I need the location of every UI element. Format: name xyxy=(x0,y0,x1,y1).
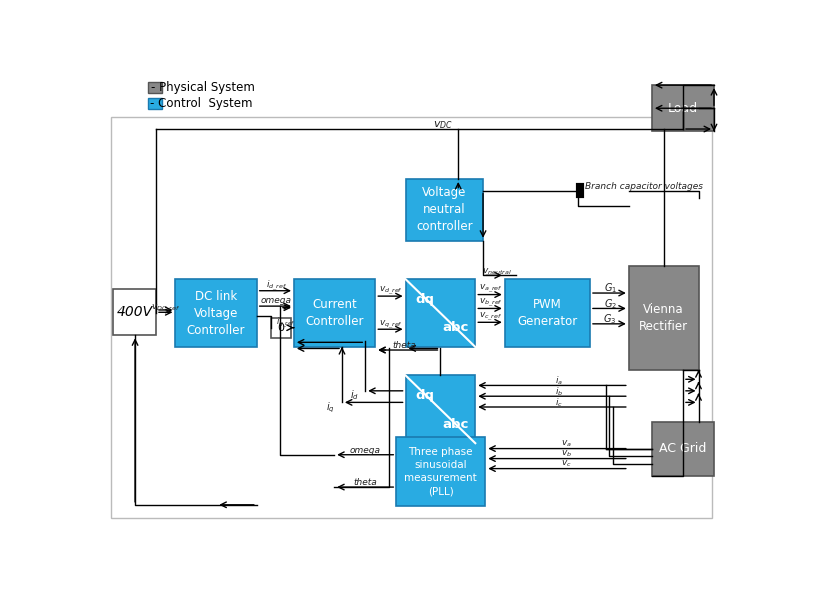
FancyBboxPatch shape xyxy=(148,98,162,109)
Text: $v_b$: $v_b$ xyxy=(561,448,572,459)
Text: $v_{neutral}$: $v_{neutral}$ xyxy=(482,266,512,277)
Text: theta: theta xyxy=(353,478,377,487)
Text: $i_q$: $i_q$ xyxy=(326,400,335,415)
Text: $G_1$: $G_1$ xyxy=(603,282,617,295)
FancyBboxPatch shape xyxy=(405,375,475,443)
Text: Voltage
neutral
controller: Voltage neutral controller xyxy=(416,187,473,233)
Text: Branch capacitor voltages: Branch capacitor voltages xyxy=(585,182,703,191)
Text: $v_c$: $v_c$ xyxy=(562,459,572,469)
Text: $v_a$: $v_a$ xyxy=(562,439,572,449)
FancyBboxPatch shape xyxy=(175,279,256,347)
FancyBboxPatch shape xyxy=(294,279,375,347)
FancyBboxPatch shape xyxy=(505,279,590,347)
Text: $v_{DC\_ref}$: $v_{DC\_ref}$ xyxy=(151,302,181,315)
Text: Current
Controller: Current Controller xyxy=(305,298,364,328)
FancyBboxPatch shape xyxy=(271,318,291,338)
Text: Vienna
Rectifier: Vienna Rectifier xyxy=(639,303,688,333)
Text: $i_b$: $i_b$ xyxy=(555,386,563,398)
Text: $v_{DC}$: $v_{DC}$ xyxy=(433,119,453,131)
Text: $v_{d\_ref}$: $v_{d\_ref}$ xyxy=(379,285,403,297)
Text: $G_3$: $G_3$ xyxy=(603,312,617,326)
Text: $i_c$: $i_c$ xyxy=(555,396,563,409)
Text: $i_a$: $i_a$ xyxy=(555,375,563,387)
Text: theta: theta xyxy=(392,341,416,350)
Text: 400V: 400V xyxy=(116,305,153,320)
FancyBboxPatch shape xyxy=(652,422,714,476)
Text: omega: omega xyxy=(260,296,291,305)
Text: Three phase
sinusoidal
measurement
(PLL): Three phase sinusoidal measurement (PLL) xyxy=(405,447,477,497)
Text: $v_{c\_ref}$: $v_{c\_ref}$ xyxy=(479,311,502,323)
Text: PWM
Generator: PWM Generator xyxy=(517,298,577,328)
Text: - Control  System: - Control System xyxy=(150,97,252,110)
Text: AC Grid: AC Grid xyxy=(659,442,707,455)
Text: $v_{a\_ref}$: $v_{a\_ref}$ xyxy=(479,283,503,295)
Text: $i_{q\_ref}$: $i_{q\_ref}$ xyxy=(275,315,295,330)
Text: $i_{d\_ref}$: $i_{d\_ref}$ xyxy=(265,278,287,293)
Text: $i_d$: $i_d$ xyxy=(350,388,359,402)
FancyBboxPatch shape xyxy=(113,289,156,336)
FancyBboxPatch shape xyxy=(628,266,698,370)
Text: $v_{q\_ref}$: $v_{q\_ref}$ xyxy=(379,318,403,331)
FancyBboxPatch shape xyxy=(396,437,485,506)
Text: $v_{b\_ref}$: $v_{b\_ref}$ xyxy=(479,297,503,309)
Text: dq: dq xyxy=(416,389,435,402)
FancyBboxPatch shape xyxy=(652,85,714,131)
Text: omega: omega xyxy=(350,446,381,454)
FancyBboxPatch shape xyxy=(405,279,475,347)
Text: - Physical System: - Physical System xyxy=(151,81,255,94)
FancyBboxPatch shape xyxy=(405,179,483,241)
Text: Load: Load xyxy=(668,102,698,115)
Text: abc: abc xyxy=(443,418,469,431)
Text: $G_2$: $G_2$ xyxy=(604,297,617,311)
Text: dq: dq xyxy=(416,293,435,306)
Text: DC link
Voltage
Controller: DC link Voltage Controller xyxy=(186,289,245,337)
Text: abc: abc xyxy=(443,321,469,334)
Text: 0: 0 xyxy=(278,323,284,333)
FancyBboxPatch shape xyxy=(148,82,162,93)
